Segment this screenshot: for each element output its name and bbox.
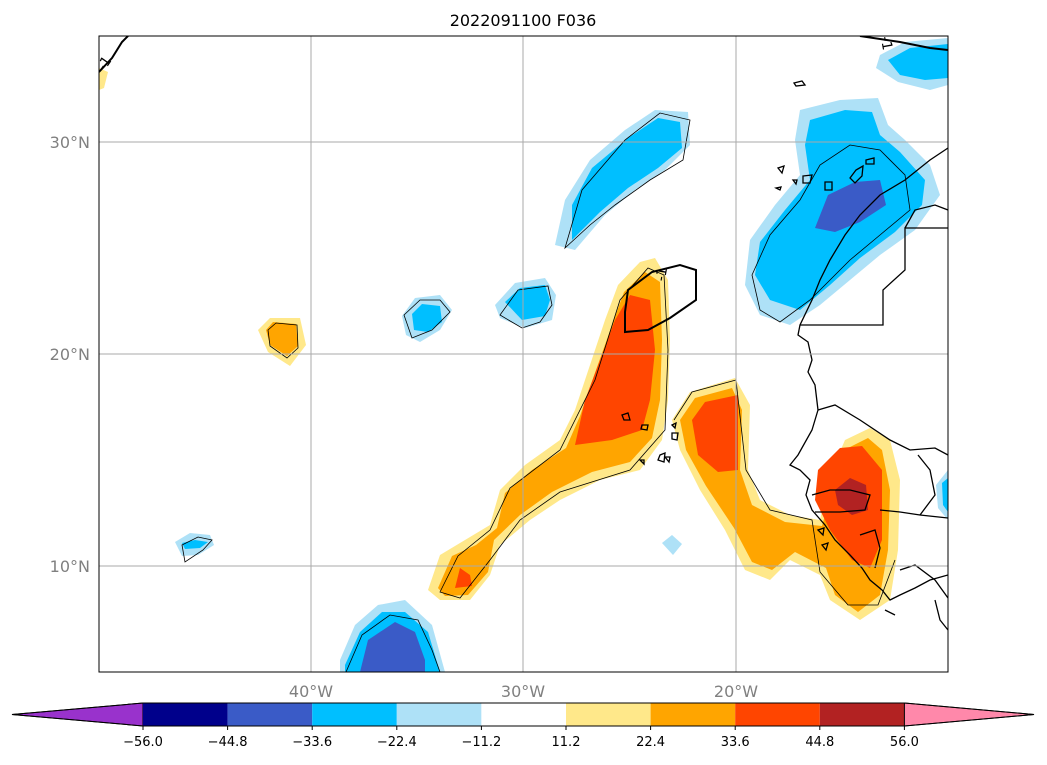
colorbar-segment <box>819 703 905 726</box>
positive-anomaly-fields <box>99 68 900 620</box>
lat-tick-label: 10°N <box>50 557 90 576</box>
colorbar-over-extension <box>903 702 1035 727</box>
colorbar-tick-label: −33.6 <box>292 735 332 750</box>
colorbar-segment <box>735 703 820 726</box>
colorbar-segment <box>566 703 651 726</box>
colorbar-tick-label: 56.0 <box>890 735 919 750</box>
colorbar-tick-label: 44.8 <box>805 735 834 750</box>
colorbar-segment <box>143 703 228 726</box>
colorbar-tick-label: −11.2 <box>461 735 501 750</box>
colorbar-tick-label: 11.2 <box>552 735 581 750</box>
lat-tick-label: 20°N <box>50 345 90 364</box>
contour-minus-one <box>99 36 948 334</box>
colorbar-segment <box>650 703 736 726</box>
colorbar-tick-label: −44.8 <box>208 735 248 750</box>
colorbar-under-extension <box>11 702 144 727</box>
lat-tick-label: 30°N <box>50 133 90 152</box>
colorbar-tick-label: 33.6 <box>721 735 750 750</box>
colorbar-tick-label: −56.0 <box>123 735 163 750</box>
map-title: 2022091100 F036 <box>450 11 597 30</box>
colorbar-segment <box>227 703 313 726</box>
colorbar: −56.0 −44.8 −33.6 −22.4 −11.2 11.2 22.4 33.6 44.… <box>11 702 1035 750</box>
contour-label: -1 <box>877 35 895 52</box>
colorbar-segment <box>481 703 566 726</box>
gridlines <box>99 36 948 672</box>
colorbar-segment <box>312 703 397 726</box>
contour-label: -1 <box>653 266 671 283</box>
lon-tick-label: 30°W <box>501 682 545 701</box>
negative-anomaly-fields <box>175 38 948 672</box>
colorbar-tick-label: 22.4 <box>636 735 665 750</box>
colorbar-tick-label: −22.4 <box>377 735 417 750</box>
map-frame <box>98 35 949 673</box>
map-plot-area: -1 -1 -1 <box>99 35 948 672</box>
lon-tick-label: 40°W <box>289 682 333 701</box>
anomaly-contours <box>181 112 911 672</box>
coastline <box>621 80 948 631</box>
lon-tick-label: 20°W <box>714 682 758 701</box>
colorbar-segment <box>396 703 482 726</box>
